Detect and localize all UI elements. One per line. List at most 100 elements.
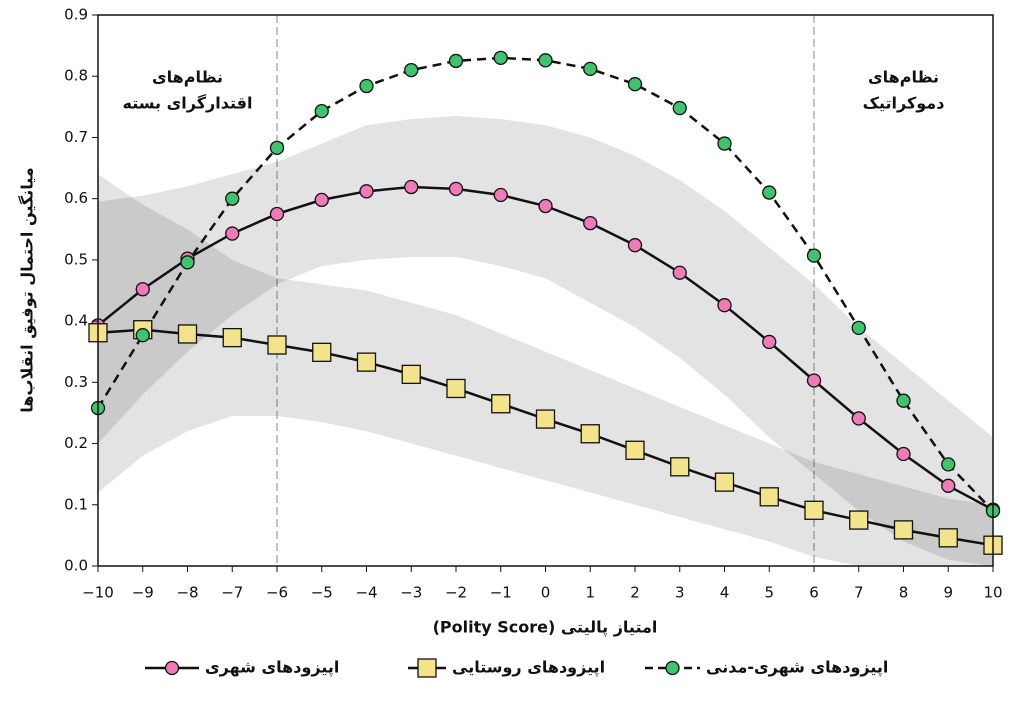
marker (535, 409, 556, 429)
x-tick-label: −7 (221, 584, 243, 602)
y-tick-label: 0.3 (64, 373, 88, 391)
y-axis-label: میانگین احتمال توفیق انقلاب‌ها (18, 167, 37, 412)
x-tick-label: 2 (630, 584, 640, 602)
marker (493, 50, 508, 66)
y-tick-label: 0.6 (64, 189, 88, 207)
marker (672, 265, 687, 280)
marker (225, 226, 240, 241)
y-tick-label: 0.4 (64, 312, 88, 330)
x-tick-label: −8 (176, 584, 198, 602)
marker (849, 510, 869, 530)
legend-label: اپیزودهای شهری (205, 658, 339, 678)
x-tick-label: 0 (541, 584, 551, 602)
marker (759, 487, 779, 507)
marker (938, 528, 958, 548)
marker (583, 61, 598, 77)
annotation: نظام‌های (868, 68, 939, 87)
marker (404, 179, 419, 195)
y-tick-label: 0.5 (64, 250, 88, 268)
marker (941, 457, 956, 472)
legend-label: اپیزودهای روستایی (452, 658, 605, 678)
marker (714, 472, 735, 492)
marker (269, 206, 285, 222)
plot (88, 50, 1003, 555)
marker (717, 298, 732, 313)
x-tick-label: 8 (899, 584, 909, 602)
marker (627, 238, 643, 253)
marker (627, 77, 643, 92)
confidence-band (98, 116, 993, 567)
confidence-band (98, 174, 993, 566)
marker (222, 327, 242, 348)
legend-marker (164, 660, 180, 676)
marker (314, 103, 329, 119)
marker (225, 191, 240, 206)
marker (717, 136, 732, 151)
marker (538, 198, 553, 214)
legend: اپیزودهای شهری اپیزودهای روستایی اپیزودهای… (145, 658, 888, 678)
marker (896, 393, 911, 408)
x-tick-label: −9 (132, 584, 154, 602)
marker (135, 328, 150, 343)
x-tick-label: −10 (82, 584, 114, 602)
bands (98, 15, 993, 567)
marker (580, 424, 600, 444)
marker (404, 62, 419, 78)
annotation: نظام‌های (152, 68, 223, 87)
y-tick-label: 0.7 (64, 128, 88, 146)
x-tick-label: −1 (490, 584, 512, 602)
marker (135, 282, 150, 297)
marker (896, 446, 911, 462)
x-tick-label: 4 (720, 584, 730, 602)
marker (359, 184, 374, 199)
marker (177, 324, 198, 344)
marker (583, 216, 598, 231)
marker (493, 187, 508, 203)
marker (269, 140, 285, 156)
marker (356, 352, 377, 372)
x-tick-label: −6 (266, 584, 288, 602)
marker (851, 320, 866, 335)
marker (312, 342, 332, 362)
y-tick-label: 0.2 (64, 434, 88, 452)
y-tick-label: 0.8 (64, 67, 88, 85)
x-axis-label: امتیاز پالیتی (Polity Score) (433, 618, 658, 638)
marker (446, 378, 466, 399)
y-tick-label: 0.1 (64, 495, 88, 513)
marker (448, 181, 464, 197)
marker (401, 364, 421, 385)
marker (267, 335, 287, 355)
marker (180, 255, 195, 270)
x-tick-label: 6 (809, 584, 819, 602)
x-tick-label: 7 (854, 584, 864, 602)
marker (804, 500, 824, 520)
x-tick-label: 9 (943, 584, 953, 602)
legend-label: اپیزودهای شهری-مدنی (706, 658, 888, 678)
x-tick-label: −4 (355, 584, 377, 602)
marker (806, 248, 822, 263)
x-tick-label: −5 (311, 584, 333, 602)
marker (448, 53, 464, 69)
x-tick-label: 3 (675, 584, 685, 602)
marker (762, 185, 777, 200)
x-tick-label: 1 (585, 584, 595, 602)
annotation: دموکراتیک (863, 94, 945, 113)
marker (670, 457, 690, 477)
marker (672, 100, 687, 116)
marker (314, 192, 329, 208)
annotation: اقتدارگرای بسته (123, 94, 253, 113)
marker (625, 440, 645, 460)
marker (941, 478, 956, 493)
legend-marker (417, 658, 437, 678)
x-tick-label: 5 (764, 584, 774, 602)
marker (538, 53, 553, 68)
marker (806, 373, 822, 388)
x-tick-label: −3 (400, 584, 422, 602)
x-tick-label: −2 (445, 584, 467, 602)
marker (491, 394, 511, 414)
legend-marker (665, 660, 680, 676)
marker (359, 78, 374, 94)
y-tick-label: 0.9 (64, 6, 88, 24)
marker (893, 520, 914, 540)
